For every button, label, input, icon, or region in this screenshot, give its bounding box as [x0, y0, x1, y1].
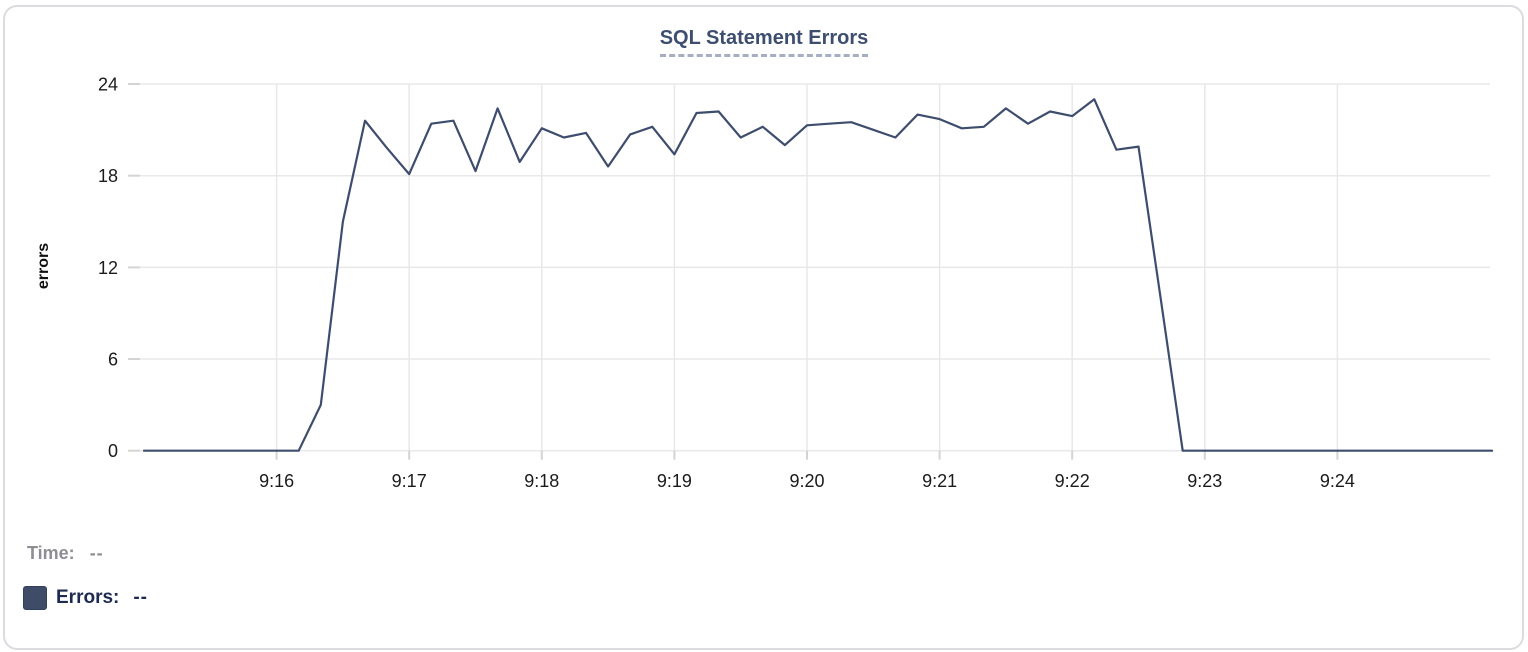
tooltip-readout: Time: -- Errors: -- [23, 541, 148, 631]
time-value: -- [89, 542, 104, 563]
x-tick-label: 9:19 [657, 471, 692, 491]
y-tick-label: 18 [98, 166, 118, 186]
axis-tick-layer [128, 83, 1339, 460]
axis-label-layer: 0 6 12 18 24 9:16 9:17 9:18 9:19 9:20 9:21 9:22 9:23… [98, 75, 1355, 492]
x-tick-label: 9:22 [1055, 471, 1090, 491]
y-tick-label: 6 [108, 350, 118, 370]
x-tick-label: 9:18 [524, 471, 559, 491]
x-tick-label: 9:17 [392, 471, 427, 491]
x-tick-label: 9:20 [789, 471, 824, 491]
y-tick-label: 24 [98, 75, 118, 95]
y-tick-label: 12 [98, 258, 118, 278]
grid-layer [140, 83, 1490, 452]
y-tick-label: 0 [108, 441, 118, 461]
x-tick-label: 9:21 [922, 471, 957, 491]
tooltip-time-row: Time: -- [23, 541, 148, 565]
series-layer [142, 98, 1494, 452]
errors-label: Errors: [56, 587, 120, 608]
errors-series-line [142, 98, 1494, 452]
x-tick-label: 9:23 [1187, 471, 1222, 491]
time-label: Time: [27, 542, 75, 563]
y-axis-title: errors [35, 243, 52, 289]
legend-item-errors[interactable]: Errors: -- [23, 586, 148, 610]
errors-value: -- [133, 587, 149, 608]
errors-series-swatch [23, 586, 47, 610]
chart-canvas[interactable]: 0 6 12 18 24 9:16 9:17 9:18 9:19 9:20 9:21 9:22 9:23… [0, 0, 1528, 510]
title-row: SQL Statement Errors [0, 27, 1528, 57]
x-tick-label: 9:16 [259, 471, 294, 491]
chart-title[interactable]: SQL Statement Errors [659, 27, 869, 57]
x-tick-label: 9:24 [1320, 471, 1355, 491]
